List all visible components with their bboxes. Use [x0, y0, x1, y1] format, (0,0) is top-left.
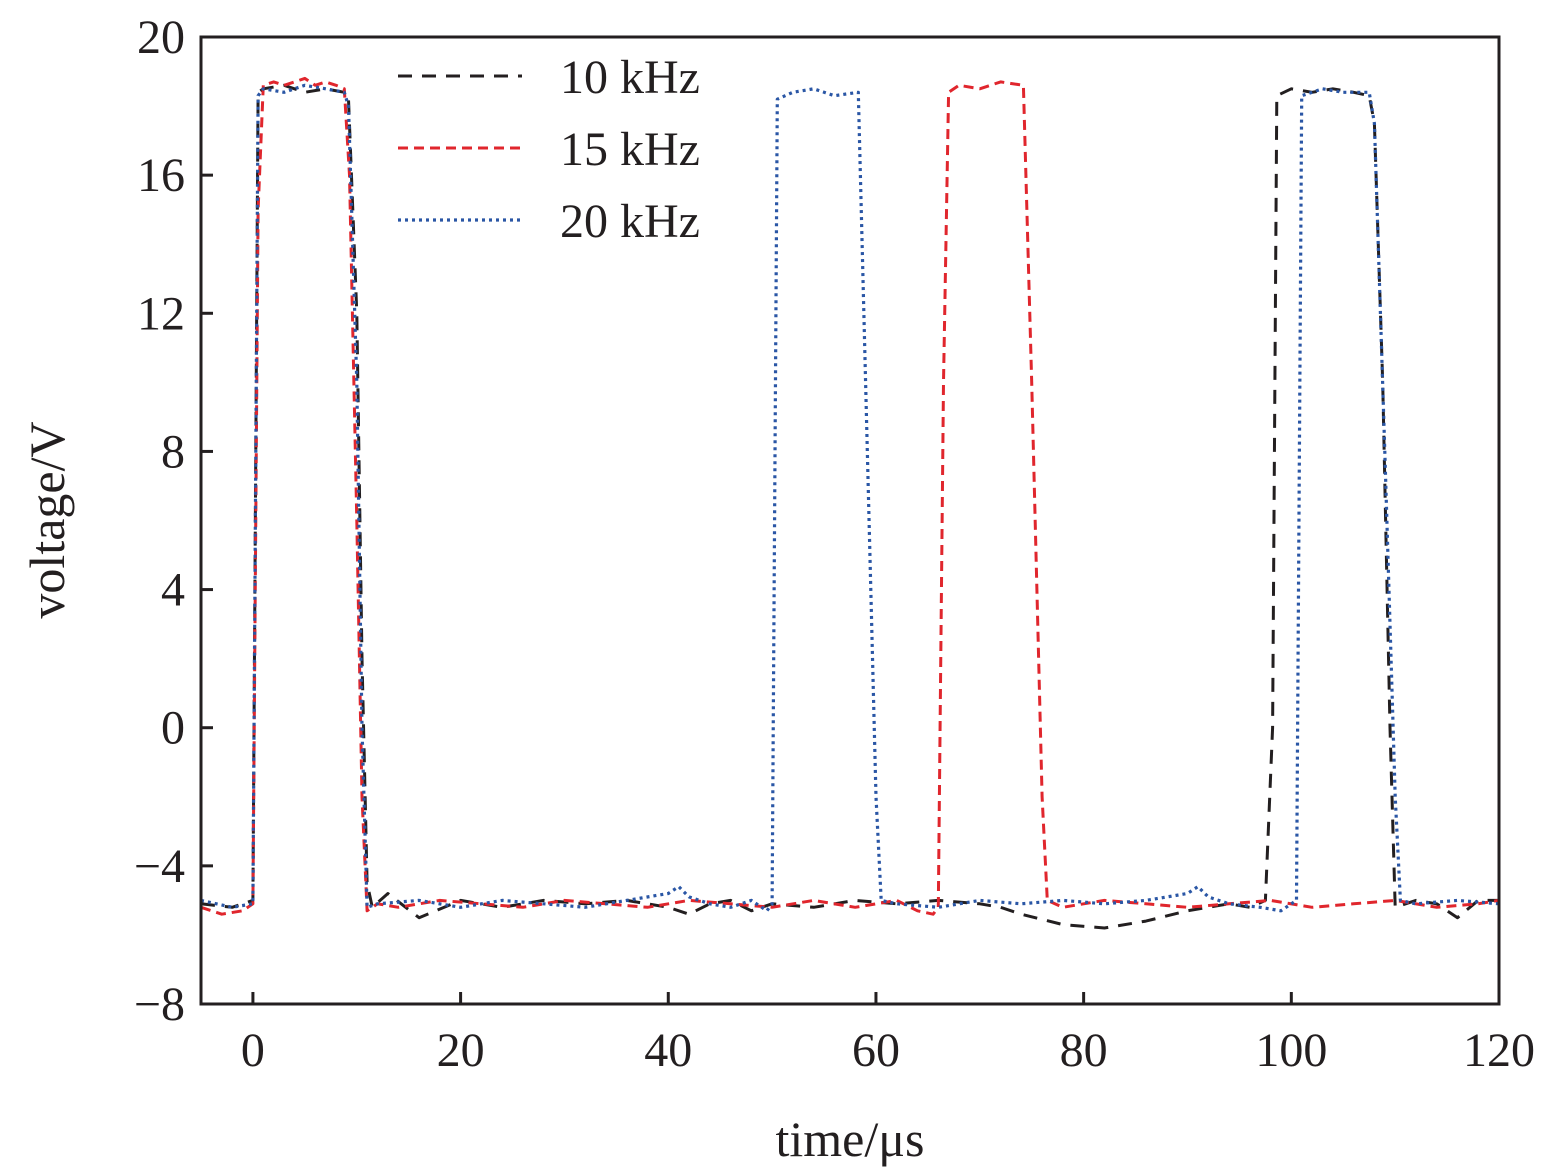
x-axis-title: time/μs	[775, 1111, 924, 1167]
series-line-20-khz	[200, 83, 1500, 913]
y-axis-title: voltage/V	[19, 421, 75, 618]
plot-frame	[199, 35, 1501, 1006]
x-tick-label: 0	[241, 1024, 265, 1077]
y-tick-label: −4	[134, 840, 185, 893]
legend-label: 15 kHz	[560, 123, 700, 176]
series-line-15-khz	[200, 76, 1500, 916]
x-tick-label: 20	[437, 1024, 485, 1077]
y-tick-label: 8	[161, 425, 185, 478]
legend: 10 kHz 15 kHz 20 kHz	[398, 51, 700, 248]
y-tick-label: 12	[137, 287, 185, 340]
x-tick-label: 120	[1463, 1024, 1535, 1077]
legend-label: 20 kHz	[560, 195, 700, 248]
x-tick-label: 40	[644, 1024, 692, 1077]
y-tick-label: 20	[137, 11, 185, 64]
legend-label: 10 kHz	[560, 51, 700, 104]
y-tick-label: −8	[134, 978, 185, 1031]
x-tick-label: 60	[852, 1024, 900, 1077]
x-tick-label: 80	[1060, 1024, 1108, 1077]
ticks-layer	[201, 35, 1501, 1006]
series-line-10-khz	[200, 83, 1499, 930]
x-tick-label: 100	[1255, 1024, 1327, 1077]
y-tick-label: 4	[161, 564, 185, 617]
series-layer	[200, 76, 1500, 930]
y-tick-label: 0	[161, 702, 185, 755]
labels-layer: 0 20 40 60 80 100 120 −8 −4 0 4 8 12 16 20	[134, 11, 1535, 1077]
y-tick-label: 16	[137, 149, 185, 202]
